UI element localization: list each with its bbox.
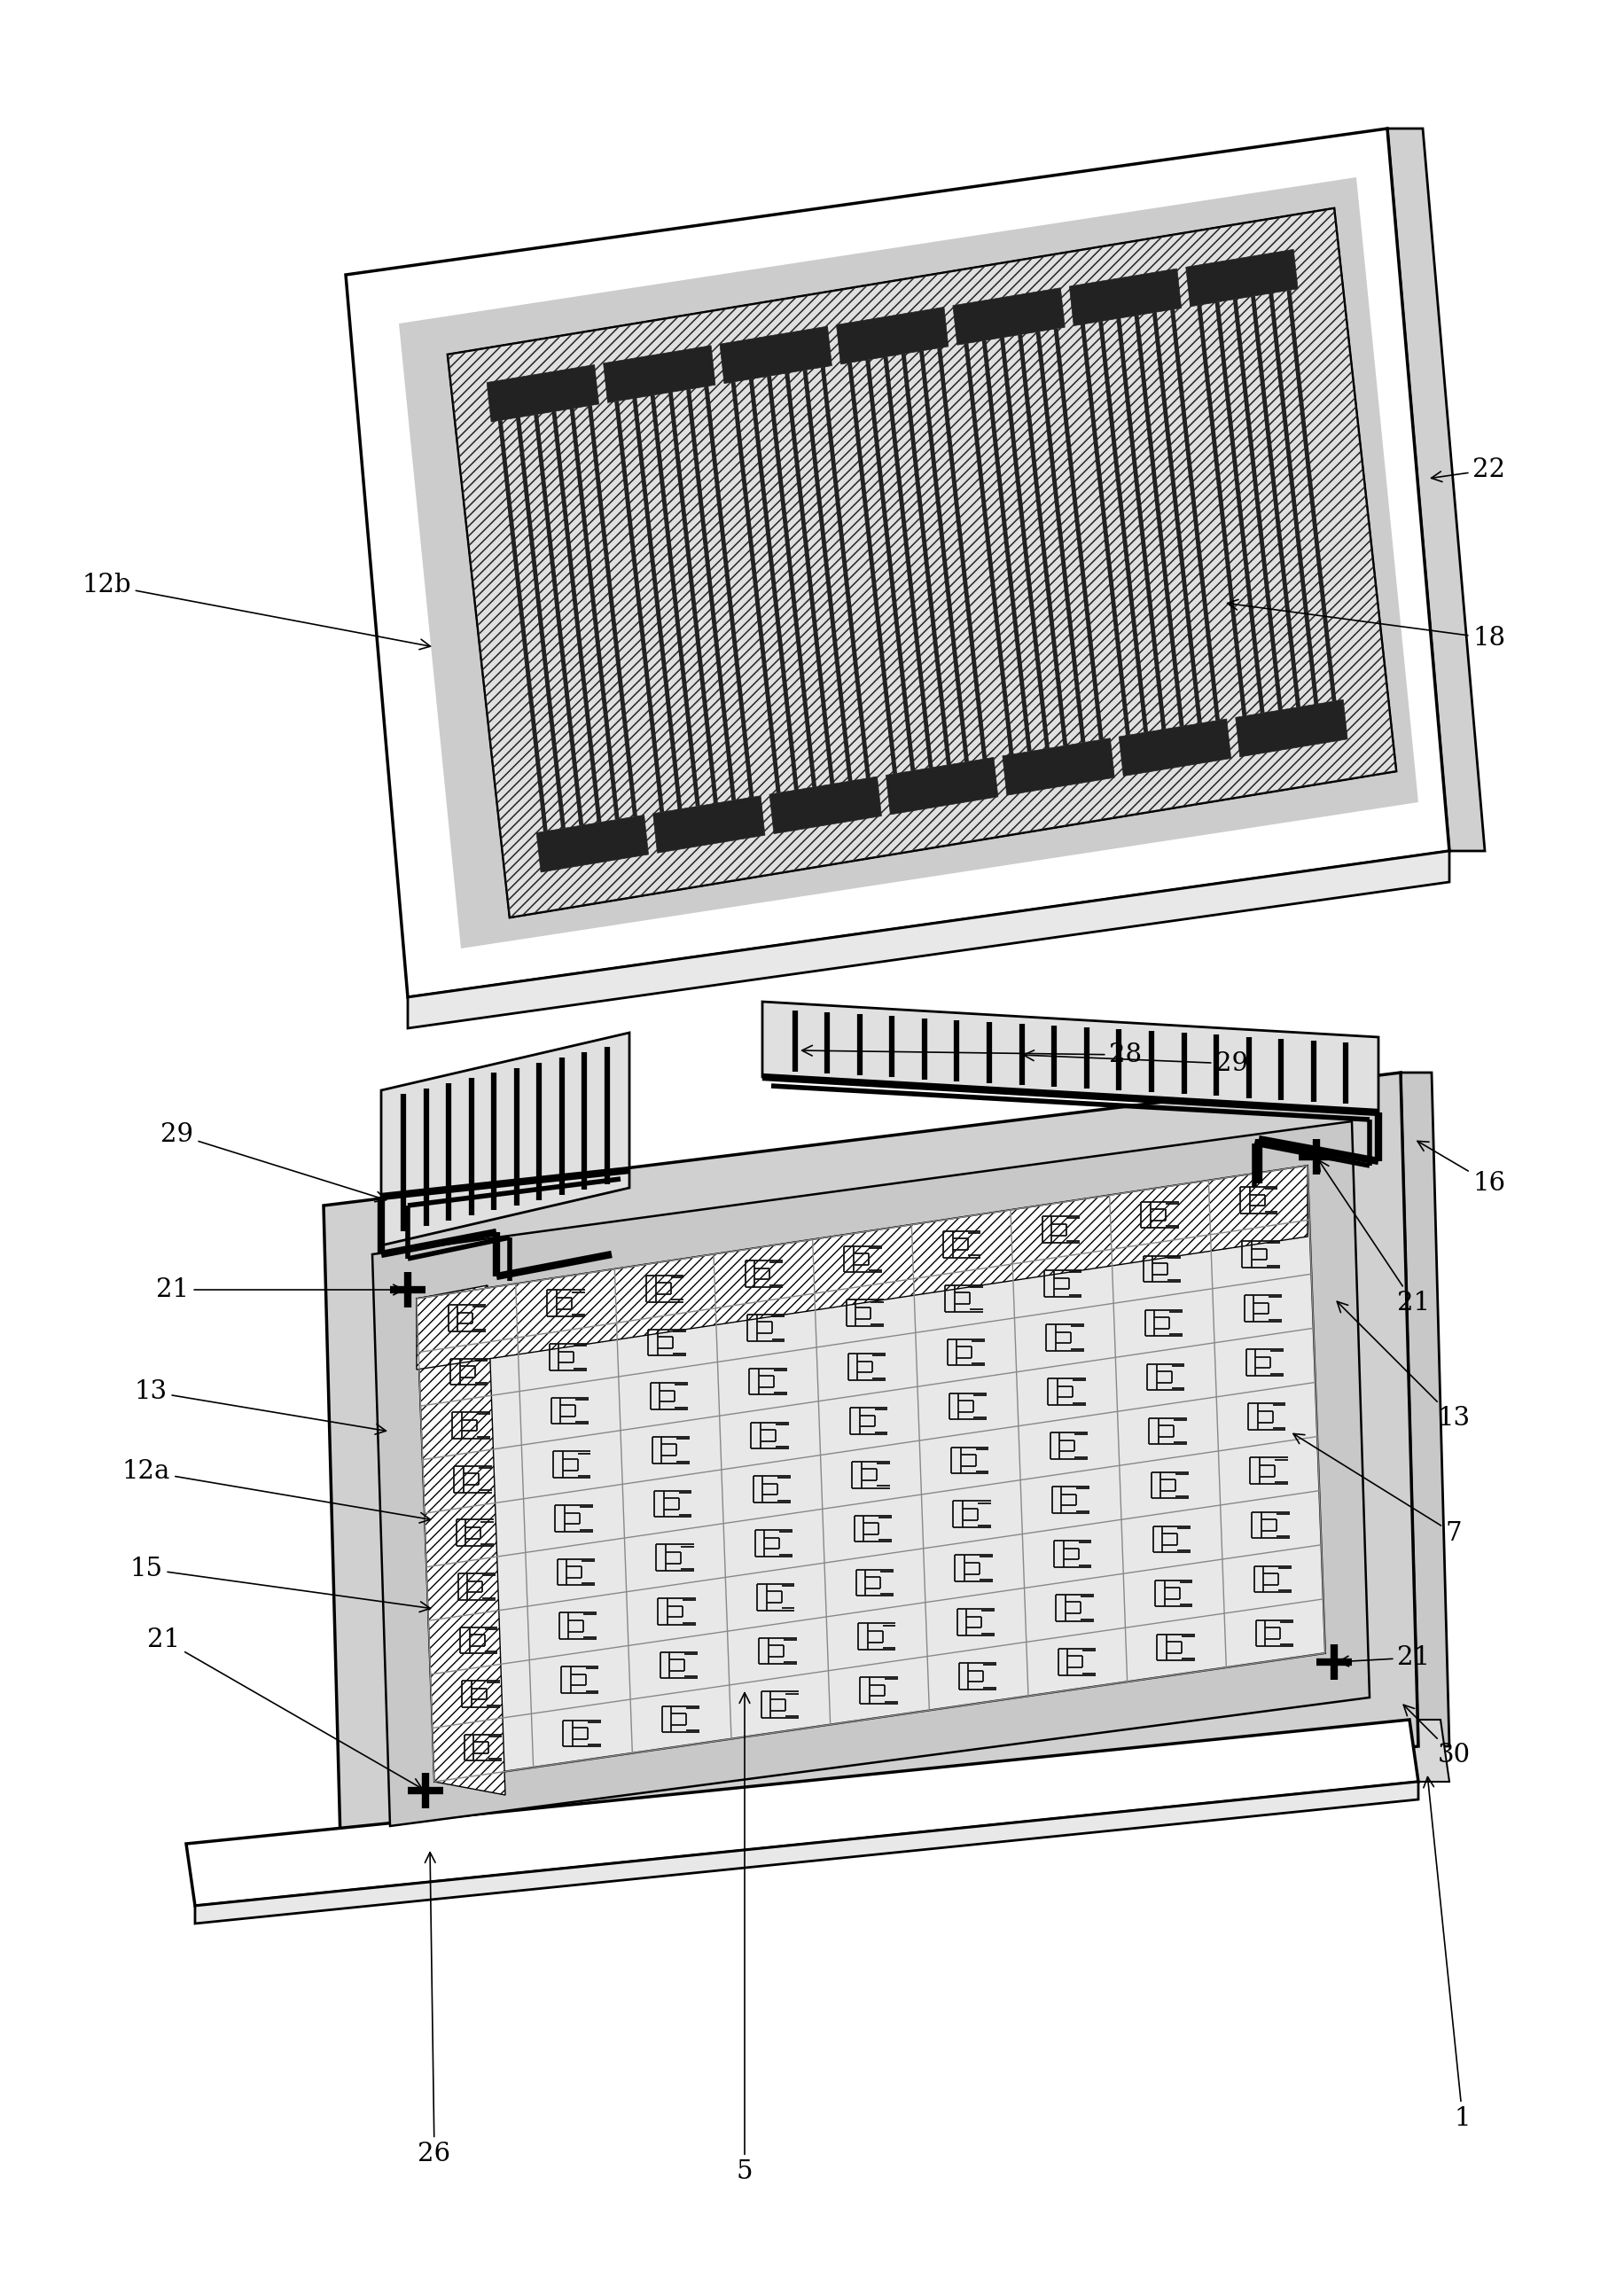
- Polygon shape: [1069, 269, 1181, 326]
- Text: 13: 13: [135, 1379, 387, 1433]
- Polygon shape: [603, 346, 715, 403]
- Text: 21: 21: [148, 1627, 422, 1789]
- Text: 30: 30: [1403, 1705, 1470, 1769]
- Text: 12a: 12a: [122, 1459, 430, 1522]
- Polygon shape: [448, 207, 1395, 918]
- Polygon shape: [487, 365, 599, 422]
- Text: 22: 22: [1431, 458, 1505, 483]
- Text: 18: 18: [1226, 599, 1505, 650]
- Polygon shape: [416, 1165, 1307, 1370]
- Text: 29: 29: [1023, 1051, 1247, 1076]
- Polygon shape: [1119, 718, 1231, 777]
- Polygon shape: [770, 777, 880, 834]
- Polygon shape: [1002, 738, 1114, 795]
- Text: 21: 21: [156, 1276, 403, 1301]
- Polygon shape: [382, 1032, 628, 1244]
- Polygon shape: [346, 128, 1449, 998]
- Polygon shape: [836, 308, 948, 365]
- Polygon shape: [1186, 248, 1298, 308]
- Text: 26: 26: [417, 1853, 450, 2167]
- Polygon shape: [398, 178, 1418, 948]
- Text: 1: 1: [1423, 1778, 1470, 2131]
- Polygon shape: [416, 1285, 505, 1796]
- Text: 15: 15: [130, 1557, 430, 1611]
- Polygon shape: [952, 287, 1064, 344]
- Polygon shape: [372, 1121, 1369, 1825]
- Text: 28: 28: [802, 1042, 1142, 1067]
- Text: 21: 21: [1338, 1645, 1429, 1671]
- Polygon shape: [1408, 1721, 1449, 1782]
- Polygon shape: [187, 1721, 1418, 1905]
- Polygon shape: [653, 795, 765, 852]
- Polygon shape: [1234, 700, 1346, 757]
- Text: 16: 16: [1416, 1142, 1505, 1196]
- Polygon shape: [408, 850, 1449, 1028]
- Polygon shape: [195, 1782, 1418, 1923]
- Polygon shape: [416, 1165, 1325, 1782]
- Text: 7: 7: [1293, 1433, 1462, 1545]
- Polygon shape: [885, 757, 997, 814]
- Polygon shape: [323, 1073, 1418, 1876]
- Polygon shape: [448, 207, 1395, 918]
- Polygon shape: [536, 816, 648, 873]
- Text: 13: 13: [1337, 1301, 1470, 1431]
- Polygon shape: [1387, 128, 1484, 850]
- Polygon shape: [762, 1003, 1377, 1112]
- Text: 12b: 12b: [81, 572, 430, 650]
- Text: 21: 21: [1319, 1160, 1429, 1315]
- Text: 29: 29: [161, 1121, 387, 1201]
- Polygon shape: [1400, 1073, 1449, 1746]
- Polygon shape: [719, 326, 831, 383]
- Text: 5: 5: [736, 1693, 752, 2183]
